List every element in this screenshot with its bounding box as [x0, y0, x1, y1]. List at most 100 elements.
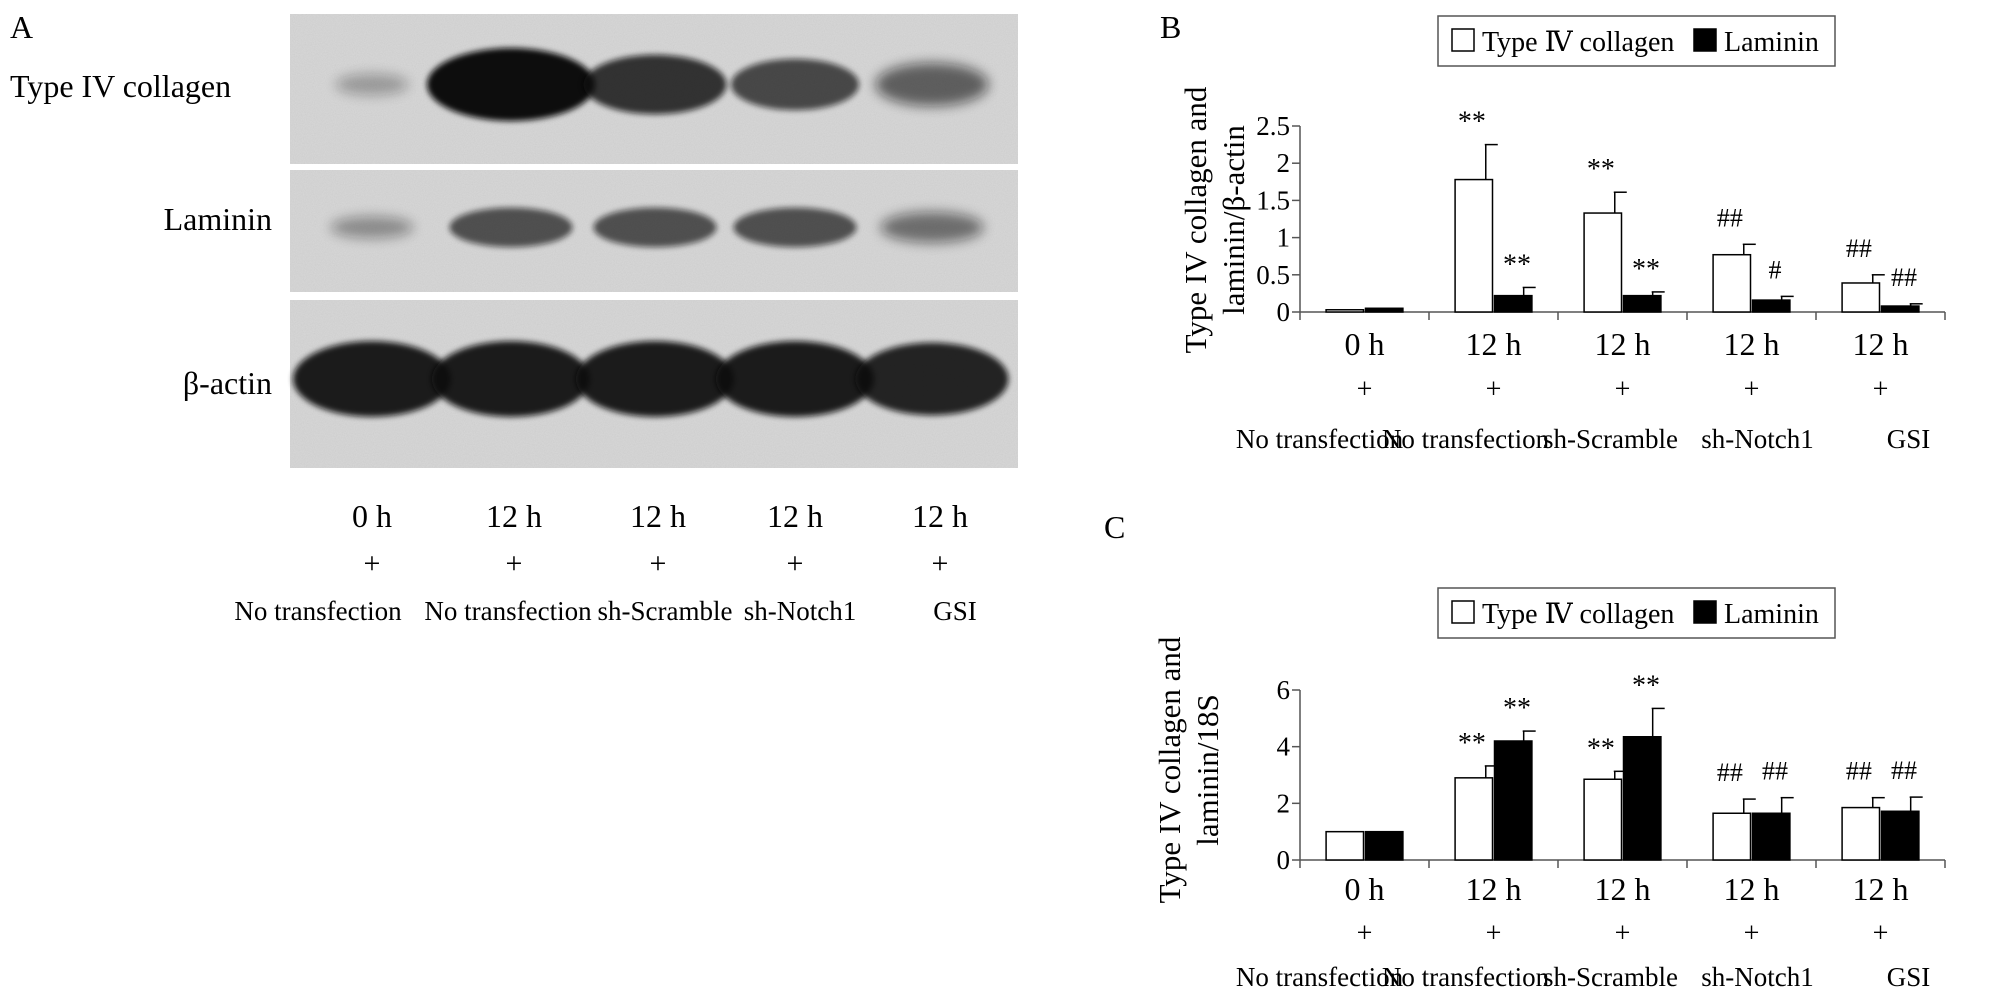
significance-label: ##: [1717, 203, 1743, 232]
bar-group-5: ## ## 12 h + GSI: [1841, 756, 1931, 992]
panel-a: A Type IV collagen Laminin β-actin 0 h + No …: [10, 9, 1018, 626]
lane-mark: +: [506, 547, 523, 580]
lane-time: 12 h: [630, 498, 686, 534]
x-mark-label: +: [1615, 374, 1631, 405]
bar-laminin: [1880, 810, 1920, 861]
x-tick-label: 12 h: [1466, 326, 1522, 362]
significance-label: **: [1587, 154, 1615, 185]
x-tick-label: 12 h: [1853, 871, 1909, 907]
x-mark-label: +: [1873, 918, 1889, 949]
bar-type-collagen: [1841, 282, 1881, 313]
x-mark-label: +: [1486, 374, 1502, 405]
significance-label: ##: [1891, 263, 1917, 292]
panel-a-label: A: [10, 9, 33, 45]
x-tick-label: 12 h: [1724, 871, 1780, 907]
lane-mark: +: [650, 547, 667, 580]
bar-group-4: ## ## 12 h + sh-Notch1: [1701, 757, 1813, 992]
blot-band: [593, 207, 717, 248]
bar-type-collagen: [1712, 812, 1752, 861]
bar-group-2: ** ** 12 h + No transfection: [1382, 693, 1550, 992]
bar-type-collagen: [1454, 777, 1494, 861]
bar-type-collagen: [1325, 830, 1365, 861]
blot-lane-label: 12 h + sh-Scramble: [598, 498, 733, 626]
legend-label: Laminin: [1724, 27, 1819, 58]
x-treatment-label: No transfection: [1382, 962, 1550, 992]
y-tick-label: 2.5: [1256, 111, 1290, 141]
lane-time: 12 h: [767, 498, 823, 534]
x-tick-label: 12 h: [1724, 326, 1780, 362]
bar-laminin: [1364, 307, 1404, 313]
significance-label: ##: [1762, 757, 1788, 786]
y-tick-label: 4: [1277, 732, 1291, 762]
y-axis-label-line: laminin/18S: [1190, 694, 1225, 846]
x-mark-label: +: [1615, 918, 1631, 949]
bar-type-collagen: [1841, 806, 1881, 861]
panel-b-label: B: [1160, 9, 1181, 45]
legend-swatch-laminin: [1693, 600, 1717, 624]
legend-swatch-type-collagen: [1451, 28, 1475, 52]
lane-time: 0 h: [352, 498, 392, 534]
lane-mark: +: [932, 547, 949, 580]
significance-label: ##: [1846, 234, 1872, 263]
legend-swatch-type-collagen: [1451, 600, 1475, 624]
blot-band: [432, 341, 590, 417]
chart-b: B Type IV collagen andlaminin/β-actin 0 0.5…: [1160, 9, 1946, 454]
significance-label: **: [1587, 733, 1615, 764]
bar-group-1: 0 h + No transfection: [1236, 307, 1404, 454]
x-treatment-label: sh-Scramble: [1543, 424, 1678, 454]
legend-label: Type Ⅳ collagen: [1482, 599, 1674, 630]
y-axis-label-line: Type IV collagen and: [1152, 636, 1187, 903]
y-tick-label: 0.5: [1256, 260, 1290, 290]
panel-c-label: C: [1104, 509, 1125, 545]
bar-type-collagen: [1712, 253, 1752, 313]
bar-laminin: [1880, 305, 1920, 313]
y-tick-label: 1: [1277, 223, 1291, 253]
lane-treatment: sh-Notch1: [744, 596, 856, 626]
significance-label: #: [1768, 255, 1781, 284]
y-tick-label: 1.5: [1256, 185, 1290, 215]
blot-row-label: Type IV collagen: [10, 68, 231, 104]
y-axis-label-line: laminin/β-actin: [1216, 125, 1251, 315]
bar-type-collagen: [1583, 212, 1623, 313]
bar-type-collagen: [1583, 778, 1623, 861]
blot-band: [583, 54, 727, 115]
blot-row-type-iv-collagen: Type IV collagen: [10, 14, 1018, 164]
blot-rows: Type IV collagen Laminin β-actin: [10, 14, 1018, 468]
bar-laminin: [1493, 740, 1533, 861]
blot-band: [293, 341, 451, 417]
lane-treatment: sh-Scramble: [598, 596, 733, 626]
y-tick-label: 6: [1277, 675, 1291, 705]
bar-group-5: ## ## 12 h + GSI: [1841, 234, 1931, 454]
y-axis-label: Type IV collagen andlaminin/18S: [1152, 636, 1225, 903]
y-tick-label: 0: [1277, 297, 1291, 327]
x-tick-label: 0 h: [1345, 326, 1385, 362]
legend: Type Ⅳ collagen Laminin: [1437, 587, 1836, 639]
lane-mark: +: [364, 547, 381, 580]
x-mark-label: +: [1744, 374, 1760, 405]
bar-group-1: 0 h + No transfection: [1236, 830, 1404, 992]
y-axis-label-line: Type IV collagen and: [1178, 86, 1213, 353]
bar-laminin: [1751, 299, 1791, 313]
bar-group-2: ** ** 12 h + No transfection: [1382, 107, 1550, 454]
bar-laminin: [1364, 830, 1404, 861]
y-tick-label: 0: [1277, 845, 1291, 875]
significance-label: **: [1458, 728, 1486, 759]
x-treatment-label: GSI: [1887, 424, 1931, 454]
significance-label: **: [1632, 254, 1660, 285]
bar-laminin: [1493, 294, 1533, 313]
lane-treatment: No transfection: [424, 596, 592, 626]
bar-group-3: ** ** 12 h + sh-Scramble: [1543, 670, 1678, 992]
x-tick-label: 12 h: [1595, 326, 1651, 362]
blot-lane-label: 12 h + sh-Notch1: [744, 498, 856, 626]
lane-treatment: No transfection: [234, 596, 402, 626]
blot-band: [731, 58, 859, 111]
blot-band: [330, 216, 414, 239]
blot-lane-label: 12 h + No transfection: [424, 498, 592, 626]
blot-band: [880, 211, 984, 243]
blot-band: [855, 342, 1009, 416]
blot-lane-label: 0 h + No transfection: [234, 498, 402, 626]
x-treatment-label: GSI: [1887, 962, 1931, 992]
significance-label: **: [1632, 670, 1660, 701]
lane-time: 12 h: [486, 498, 542, 534]
